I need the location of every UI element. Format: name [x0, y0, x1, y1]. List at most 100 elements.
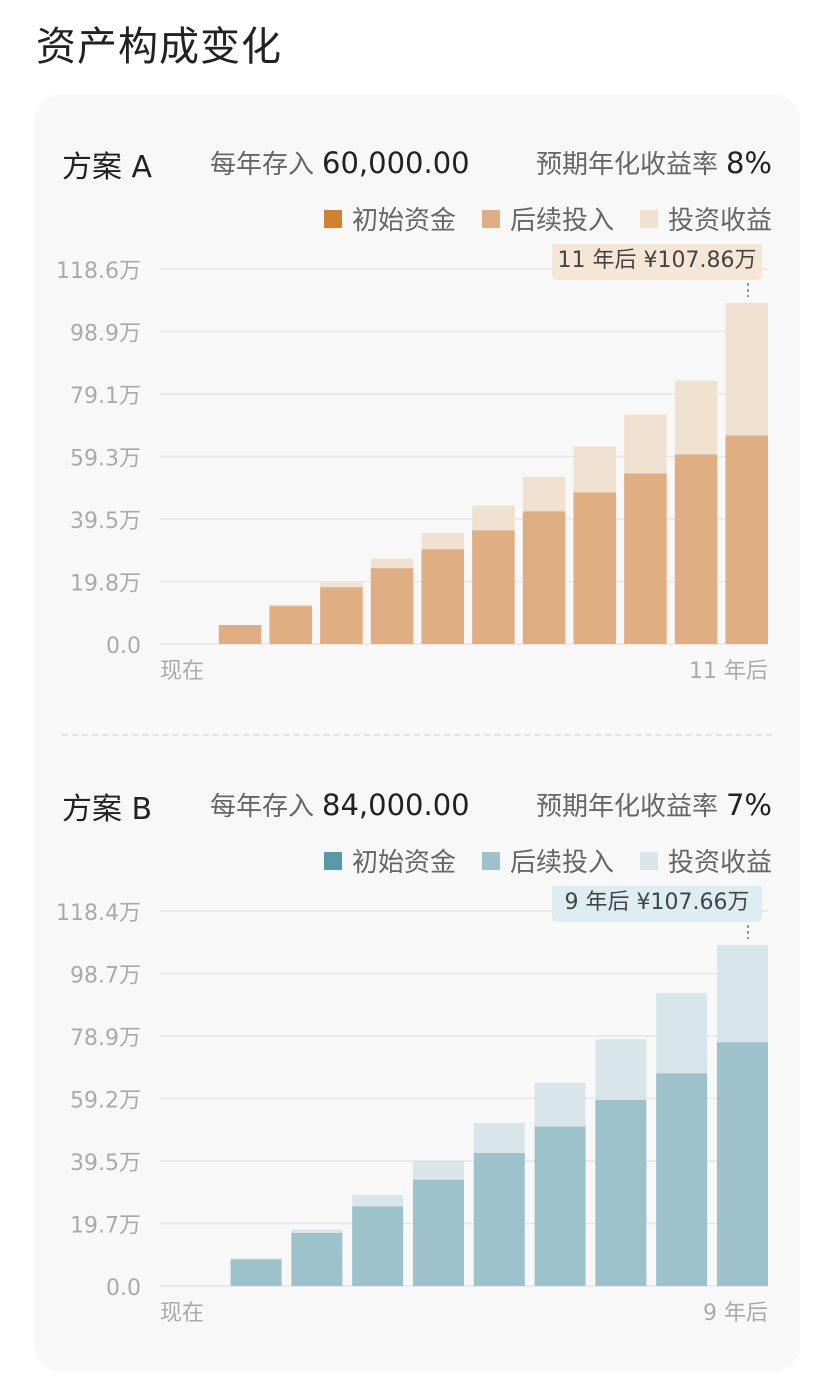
bar-contribution	[522, 511, 566, 644]
bar-contribution	[725, 435, 768, 644]
y-tick-label: 39.5万	[70, 509, 141, 534]
bar-investment-gain	[472, 505, 515, 531]
rate-label: 预期年化收益率	[535, 792, 718, 822]
expected-return: 预期年化收益率 8%	[536, 144, 772, 181]
legend-item-initial: 初始资金	[323, 200, 456, 237]
legend-swatch-initial	[323, 209, 342, 228]
legend-item-initial: 初始资金	[323, 842, 456, 879]
annual-deposit: 每年存入 60,000.00	[210, 144, 470, 181]
bar-investment-gain	[370, 558, 414, 569]
bar-investment-gain	[522, 476, 566, 512]
chart-legend: 初始资金 后续投入 投资收益	[323, 200, 772, 237]
expected-return: 预期年化收益率 7%	[536, 786, 772, 823]
legend-label: 投资收益	[667, 206, 772, 236]
bar-investment-gain	[624, 414, 667, 474]
bar-contribution	[218, 625, 262, 644]
deposit-label: 每年存入	[210, 150, 315, 180]
legend-swatch-gain	[639, 851, 658, 870]
rate-label: 预期年化收益率	[535, 150, 718, 180]
bar-contribution	[674, 454, 718, 644]
plan-name: 方案 B	[62, 792, 153, 827]
bar-investment-gain	[534, 1082, 586, 1127]
y-tick-label: 59.3万	[70, 447, 141, 472]
tooltip-text: 11 年后 ¥107.86万	[558, 248, 757, 273]
legend-label: 后续投入	[509, 848, 614, 878]
deposit-value: 84,000.00	[322, 788, 470, 822]
bar-contribution	[421, 549, 464, 644]
y-tick-label: 0.0	[106, 1276, 141, 1301]
bar-investment-gain	[595, 1039, 647, 1100]
annual-deposit: 每年存入 84,000.00	[210, 786, 470, 823]
legend-item-gain: 投资收益	[639, 200, 772, 237]
asset-composition-card: 方案 A 每年存入 60,000.00 预期年化收益率 8% 初始资金 后续投入 投…	[34, 94, 800, 1372]
legend-swatch-gain	[639, 209, 658, 228]
y-tick-label: 118.4万	[56, 901, 141, 926]
rate-value: 8%	[725, 146, 772, 180]
x-end-label: 11 年后	[689, 659, 768, 684]
bar-contribution	[624, 473, 667, 644]
y-tick-label: 78.9万	[70, 1026, 141, 1051]
rate-value: 7%	[725, 788, 772, 822]
bar-contribution	[534, 1126, 586, 1286]
legend-swatch-contrib	[481, 209, 500, 228]
tooltip-text: 9 年后 ¥107.66万	[565, 890, 750, 915]
y-tick-label: 118.6万	[56, 259, 141, 284]
section-divider	[62, 734, 772, 736]
page-title: 资产构成变化	[36, 24, 282, 70]
y-tick-label: 59.2万	[70, 1089, 141, 1114]
legend-label: 初始资金	[351, 848, 456, 878]
deposit-label: 每年存入	[210, 792, 315, 822]
bar-investment-gain	[320, 582, 363, 588]
bar-contribution	[716, 1042, 768, 1286]
y-tick-label: 19.7万	[70, 1214, 141, 1239]
bar-investment-gain	[352, 1195, 404, 1207]
x-start-label: 现在	[160, 659, 204, 684]
y-tick-label: 39.5万	[70, 1151, 141, 1176]
y-tick-label: 98.9万	[70, 322, 141, 347]
plan-a-section: 方案 A 每年存入 60,000.00 预期年化收益率 8% 初始资金 后续投入 投…	[34, 94, 800, 714]
bar-investment-gain	[716, 945, 768, 1043]
bar-investment-gain	[656, 993, 708, 1074]
legend-label: 后续投入	[509, 206, 614, 236]
bar-investment-gain	[269, 604, 312, 607]
bar-investment-gain	[473, 1122, 525, 1153]
chart-legend: 初始资金 后续投入 投资收益	[323, 842, 772, 879]
bar-contribution	[291, 1232, 343, 1286]
bar-investment-gain	[230, 1258, 282, 1260]
bar-contribution	[573, 492, 616, 644]
plan-b-section: 方案 B 每年存入 84,000.00 预期年化收益率 7% 初始资金 后续投入 投…	[34, 736, 800, 1356]
bar-investment-gain	[421, 532, 464, 550]
legend-item-gain: 投资收益	[639, 842, 772, 879]
legend-item-contrib: 后续投入	[481, 842, 614, 879]
bar-investment-gain	[674, 380, 718, 455]
tooltip-bubble	[552, 244, 762, 280]
y-tick-label: 0.0	[106, 634, 141, 659]
y-tick-label: 98.7万	[70, 964, 141, 989]
deposit-value: 60,000.00	[322, 146, 470, 180]
y-tick-label: 79.1万	[70, 384, 141, 409]
bar-investment-gain	[725, 302, 768, 436]
tooltip-bubble	[552, 886, 762, 922]
x-start-label: 现在	[160, 1301, 204, 1326]
y-tick-label: 19.8万	[70, 572, 141, 597]
bar-contribution	[472, 530, 515, 644]
bar-investment-gain	[573, 446, 616, 493]
legend-item-contrib: 后续投入	[481, 200, 614, 237]
bar-investment-gain	[412, 1160, 464, 1180]
bar-contribution	[412, 1179, 464, 1286]
bar-contribution	[595, 1099, 647, 1286]
legend-swatch-initial	[323, 851, 342, 870]
bar-contribution	[230, 1259, 282, 1286]
bar-contribution	[370, 568, 414, 644]
bar-contribution	[656, 1073, 708, 1286]
legend-swatch-contrib	[481, 851, 500, 870]
bar-contribution	[320, 587, 363, 644]
bar-investment-gain	[291, 1229, 343, 1233]
bar-contribution	[473, 1152, 525, 1286]
x-end-label: 9 年后	[703, 1301, 768, 1326]
legend-label: 投资收益	[667, 848, 772, 878]
bar-contribution	[352, 1206, 404, 1286]
legend-label: 初始资金	[351, 206, 456, 236]
